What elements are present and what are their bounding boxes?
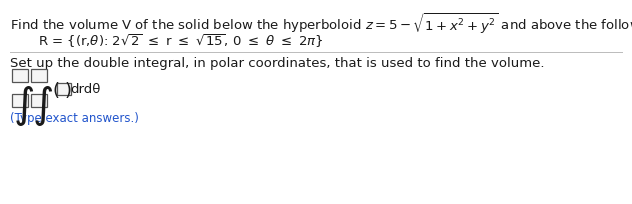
Text: drdθ: drdθ xyxy=(70,83,100,96)
Bar xyxy=(12,70,28,83)
Bar xyxy=(57,84,71,95)
Text: Set up the double integral, in polar coordinates, that is used to find the volum: Set up the double integral, in polar coo… xyxy=(10,57,545,70)
Text: $\int$: $\int$ xyxy=(13,83,34,127)
Text: $\int$: $\int$ xyxy=(32,83,53,127)
Bar xyxy=(31,94,47,108)
Text: Find the volume V of the solid below the hyperboloid $z=5-\sqrt{1+x^{2}+y^{2}}$ : Find the volume V of the solid below the… xyxy=(10,12,632,36)
Bar xyxy=(31,70,47,83)
Text: (Type exact answers.): (Type exact answers.) xyxy=(10,111,139,124)
Bar xyxy=(12,94,28,108)
Text: R = $\{$(r,$\theta$): $2\sqrt{2}$ $\leq$ r $\leq$ $\sqrt{15}$, 0 $\leq$ $\theta$: R = $\{$(r,$\theta$): $2\sqrt{2}$ $\leq$… xyxy=(38,32,324,50)
Text: $(\ )$: $(\ )$ xyxy=(52,80,72,100)
